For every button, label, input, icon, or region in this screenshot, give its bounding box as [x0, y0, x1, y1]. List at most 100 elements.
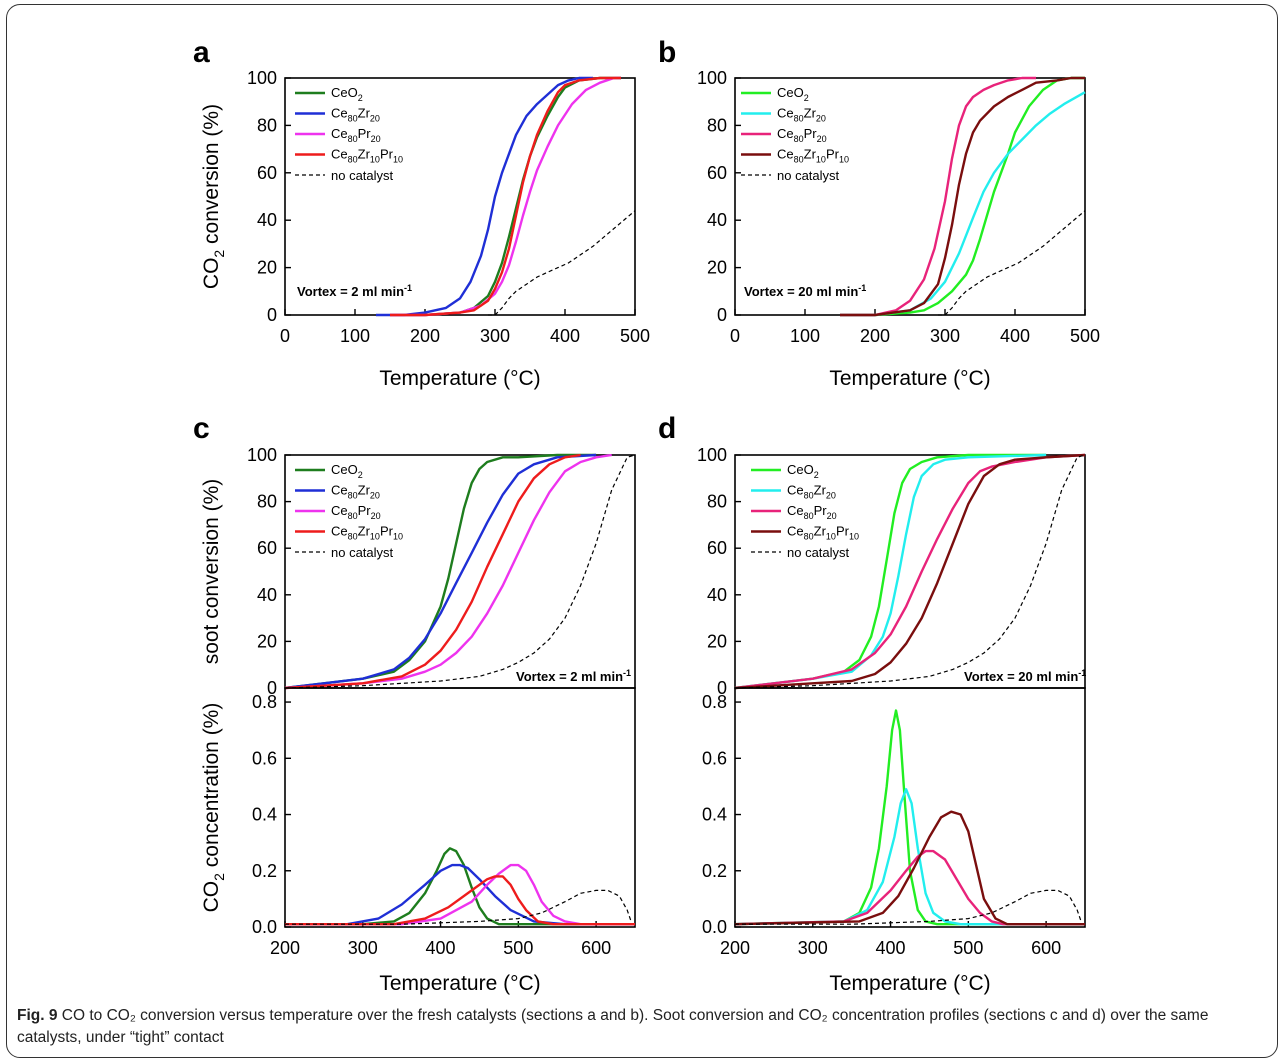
- xtick-label-a: 100: [340, 326, 370, 346]
- xtick-label-d-lower: 600: [1031, 938, 1061, 958]
- xtick-label-c-lower: 500: [503, 938, 533, 958]
- ytick-label-b: 60: [707, 163, 727, 183]
- annotation-c: Vortex = 2 ml min-1: [516, 668, 631, 684]
- xtick-label-c-lower: 600: [581, 938, 611, 958]
- ytick-label-c: 40: [257, 585, 277, 605]
- xtick-label-b: 300: [930, 326, 960, 346]
- series-line-a-ceo2: [390, 76, 621, 317]
- xtick-label-b: 500: [1070, 326, 1100, 346]
- ytick-label-b: 80: [707, 115, 727, 135]
- ytick-label-c-lower: 0.2: [252, 861, 277, 881]
- xtick-label-c-lower: 400: [426, 938, 456, 958]
- ytick-label-d: 0: [717, 678, 727, 698]
- xtick-label-d-lower: 400: [876, 938, 906, 958]
- ytick-label-d-lower: 0.2: [702, 861, 727, 881]
- series-line-d-lower-ce80zr10pr10: [734, 810, 1085, 926]
- y-axis-title-a: CO2 conversion (%): [200, 104, 227, 289]
- figure-frame: [6, 4, 1278, 1058]
- ytick-label-c-lower: 0.0: [252, 917, 277, 937]
- series-line-d-ce80zr10pr10: [734, 453, 1086, 690]
- ytick-label-b: 40: [707, 210, 727, 230]
- xtick-label-d-lower: 200: [720, 938, 750, 958]
- legend-label-d: Ce80Zr20: [787, 483, 836, 501]
- series-line-c-ce80zr20: [284, 453, 597, 690]
- plot-frame-a: [284, 77, 636, 316]
- ytick-label-a: 0: [267, 305, 277, 325]
- xtick-label-d-lower: 500: [953, 938, 983, 958]
- ytick-label-a: 60: [257, 163, 277, 183]
- ytick-label-d-lower: 0.6: [702, 748, 727, 768]
- x-axis-title-b: Temperature (°C): [829, 367, 990, 390]
- ytick-label-d-lower: 0.0: [702, 917, 727, 937]
- ytick-label-c-lower: 0.4: [252, 805, 277, 825]
- caption-fig-label: Fig. 9: [17, 1007, 58, 1024]
- ytick-label-c: 60: [257, 538, 277, 558]
- ytick-label-a: 80: [257, 115, 277, 135]
- figure-caption: Fig. 9 CO to CO₂ conversion versus tempe…: [17, 1005, 1267, 1049]
- legend-label-c: CeO2: [331, 462, 363, 480]
- ytick-label-d-lower: 0.4: [702, 805, 727, 825]
- legend-label-c: Ce80Zr20: [331, 483, 380, 501]
- plot-frame-d-lower: [734, 687, 1086, 928]
- panel-letter-c: c: [193, 412, 210, 445]
- panel-letter-d: d: [658, 412, 676, 445]
- legend-label-b: Ce80Pr20: [777, 126, 827, 144]
- series-line-b-no-catalyst: [938, 210, 1086, 316]
- x-axis-title-a: Temperature (°C): [379, 367, 540, 390]
- ytick-label-c: 100: [247, 445, 277, 465]
- ytick-label-d: 80: [707, 492, 727, 512]
- series-line-c-lower-ce80pr20: [285, 863, 635, 926]
- series-line-d-no-catalyst: [734, 454, 1086, 689]
- series-line-b-ceo2: [840, 76, 1085, 317]
- x-axis-title-d-lower: Temperature (°C): [829, 972, 990, 995]
- annotation-d: Vortex = 20 ml min-1: [964, 668, 1086, 684]
- ytick-label-d: 20: [707, 631, 727, 651]
- series-line-b-ce80pr20: [840, 76, 1036, 317]
- xtick-label-b: 200: [860, 326, 890, 346]
- legend-label-c: Ce80Zr10Pr10: [331, 524, 403, 542]
- legend-label-a: Ce80Zr10Pr10: [331, 147, 403, 165]
- series-line-b-ce80zr10pr10: [840, 76, 1085, 317]
- ytick-label-c: 20: [257, 631, 277, 651]
- legend-label-a: CeO2: [331, 85, 363, 103]
- ytick-label-b: 20: [707, 258, 727, 278]
- ytick-label-d-lower: 0.8: [702, 692, 727, 712]
- legend-label-d: Ce80Zr10Pr10: [787, 524, 859, 542]
- legend-label-b: Ce80Zr20: [777, 106, 826, 124]
- series-line-c-ce80zr10pr10: [284, 453, 581, 690]
- ytick-label-d: 60: [707, 538, 727, 558]
- ytick-label-c-lower: 0.6: [252, 748, 277, 768]
- xtick-label-c-lower: 200: [270, 938, 300, 958]
- ytick-label-b: 0: [717, 305, 727, 325]
- plot-frame-b: [734, 77, 1086, 316]
- ytick-label-a: 100: [247, 68, 277, 88]
- annotation-b: Vortex = 20 ml min-1: [744, 283, 866, 299]
- xtick-label-b: 400: [1000, 326, 1030, 346]
- ytick-label-c-lower: 0.8: [252, 692, 277, 712]
- series-line-c-ce80pr20: [284, 453, 612, 690]
- legend-label-c: no catalyst: [331, 545, 394, 560]
- legend-label-d: no catalyst: [787, 545, 850, 560]
- series-line-a-ce80zr10pr10: [390, 76, 621, 317]
- y-axis-title-c: soot conversion (%): [200, 479, 223, 665]
- xtick-label-a: 300: [480, 326, 510, 346]
- series-line-d-ceo2: [734, 453, 1047, 690]
- series-line-c-ceo2: [284, 453, 597, 690]
- legend-label-b: no catalyst: [777, 168, 840, 183]
- xtick-label-a: 0: [280, 326, 290, 346]
- plot-frame-c-lower: [284, 687, 636, 928]
- ytick-label-a: 40: [257, 210, 277, 230]
- ytick-label-b: 100: [697, 68, 727, 88]
- ytick-label-c: 80: [257, 492, 277, 512]
- series-line-a-ce80pr20: [390, 76, 621, 317]
- xtick-label-c-lower: 300: [348, 938, 378, 958]
- series-line-c-lower-ceo2: [285, 847, 635, 926]
- panel-letter-a: a: [193, 36, 210, 69]
- series-line-c-no-catalyst: [284, 454, 636, 689]
- xtick-label-d-lower: 300: [798, 938, 828, 958]
- annotation-a: Vortex = 2 ml min-1: [297, 283, 412, 299]
- ytick-label-a: 20: [257, 258, 277, 278]
- ytick-label-c: 0: [267, 678, 277, 698]
- legend-label-b: CeO2: [777, 85, 809, 103]
- legend-label-a: Ce80Pr20: [331, 126, 381, 144]
